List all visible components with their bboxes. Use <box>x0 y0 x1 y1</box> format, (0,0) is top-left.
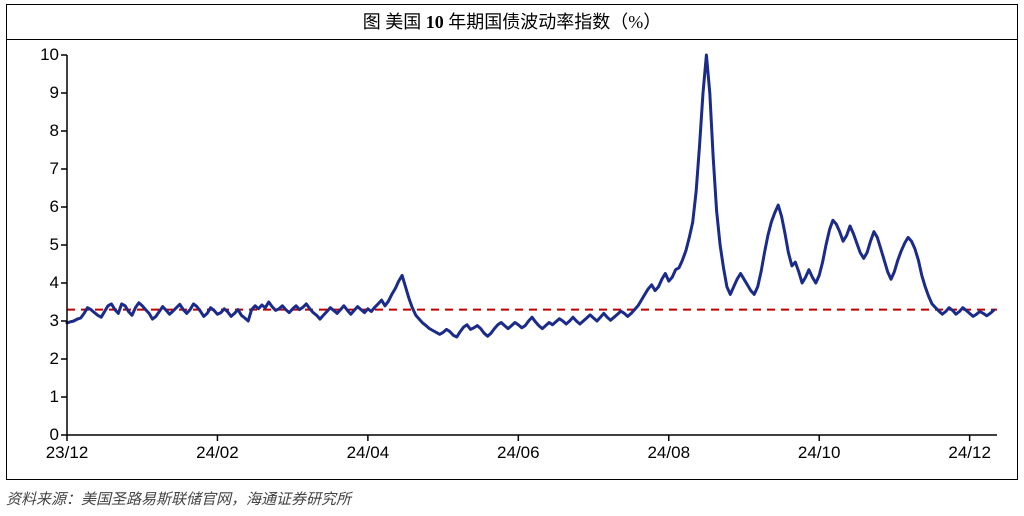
y-tick-label: 3 <box>50 311 59 331</box>
y-tick-label: 10 <box>40 45 59 65</box>
y-tick-label: 0 <box>50 425 59 445</box>
y-tick-label: 2 <box>50 349 59 369</box>
x-tick-label: 23/12 <box>46 443 89 463</box>
y-tick-label: 7 <box>50 159 59 179</box>
y-tick-label: 4 <box>50 273 59 293</box>
chart-box: 图 美国 10 年期国债波动率指数（%） 01234567891023/1224… <box>6 4 1018 480</box>
y-tick-label: 1 <box>50 387 59 407</box>
y-tick-label: 8 <box>50 121 59 141</box>
title-prefix: 图 美国 <box>363 12 422 32</box>
x-tick-label: 24/08 <box>647 443 690 463</box>
y-tick-label: 9 <box>50 83 59 103</box>
source-text: 资料来源：美国圣路易斯联储官网，海通证券研究所 <box>6 488 351 509</box>
x-tick-label: 24/10 <box>798 443 841 463</box>
chart-container: 图 美国 10 年期国债波动率指数（%） 01234567891023/1224… <box>0 0 1024 516</box>
chart-title: 图 美国 10 年期国债波动率指数（%） <box>7 5 1017 40</box>
x-tick-label: 24/12 <box>948 443 991 463</box>
x-tick-label: 24/06 <box>497 443 540 463</box>
title-bold: 10 <box>426 12 444 32</box>
plot-area: 01234567891023/1224/0224/0424/0624/0824/… <box>67 55 997 435</box>
title-suffix: 年期国债波动率指数（%） <box>448 12 661 32</box>
volatility-series <box>67 55 994 337</box>
y-tick-label: 6 <box>50 197 59 217</box>
y-tick-label: 5 <box>50 235 59 255</box>
x-tick-label: 24/04 <box>347 443 390 463</box>
x-tick-label: 24/02 <box>196 443 239 463</box>
chart-svg <box>67 55 997 435</box>
